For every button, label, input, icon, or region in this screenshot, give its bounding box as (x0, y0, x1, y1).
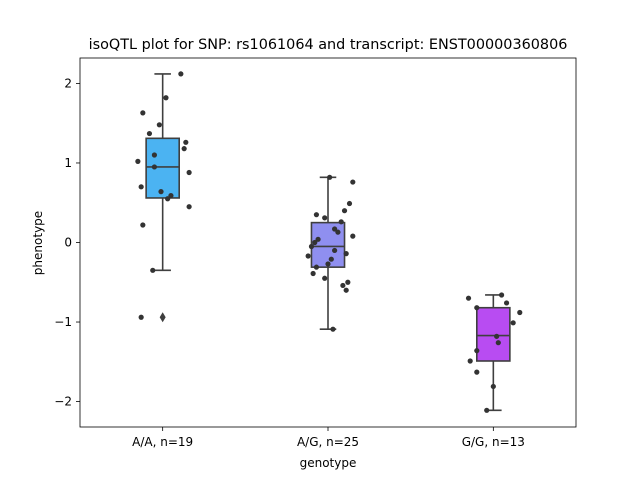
y-tick-label: 0 (64, 236, 72, 250)
data-point (158, 189, 164, 195)
data-point (484, 407, 490, 413)
data-point (322, 275, 328, 281)
x-tick-label: G/G, n=13 (462, 435, 525, 449)
data-point (510, 320, 516, 326)
data-point (140, 110, 146, 116)
data-point (165, 196, 171, 202)
data-point (328, 256, 334, 262)
data-point (341, 208, 348, 214)
y-tick-label: 1 (64, 156, 72, 170)
data-point (495, 340, 501, 346)
box-iqr (145, 137, 180, 199)
data-point (490, 383, 496, 390)
data-point (499, 292, 505, 298)
data-point (467, 358, 473, 364)
data-point (151, 152, 157, 158)
data-point (330, 326, 336, 332)
x-tick-label: A/A, n=19 (132, 435, 193, 449)
data-point (332, 226, 338, 232)
box-group (135, 71, 192, 323)
data-point (156, 122, 162, 128)
data-point (474, 305, 480, 311)
data-point (332, 247, 338, 254)
data-point (186, 169, 192, 176)
box-group (305, 174, 356, 332)
data-point (305, 253, 311, 259)
x-axis-label: genotype (300, 456, 357, 470)
data-point (313, 264, 320, 270)
data-point (315, 236, 321, 242)
outlier-marker (159, 312, 166, 323)
data-point (312, 239, 318, 246)
data-point (465, 295, 472, 301)
x-axis: A/A, n=19 A/G, n=25 G/G, n=13 (132, 427, 525, 449)
data-point (186, 204, 192, 210)
data-point (350, 179, 356, 185)
data-point (183, 139, 189, 145)
data-point (338, 219, 344, 225)
data-point (140, 222, 146, 228)
data-point (308, 243, 315, 250)
y-tick-label: −2 (54, 395, 72, 409)
box-iqr (475, 306, 511, 362)
data-point (343, 287, 349, 293)
data-point (474, 369, 480, 375)
x-tick-label: A/G, n=25 (297, 435, 359, 449)
data-point (327, 174, 333, 180)
data-point (313, 212, 320, 218)
data-point (494, 333, 500, 339)
y-tick-label: 2 (64, 76, 72, 90)
data-point (146, 130, 153, 137)
data-point (322, 215, 328, 221)
data-point (503, 300, 510, 306)
data-point (474, 348, 480, 354)
data-point (181, 146, 187, 152)
data-point (138, 314, 144, 320)
data-point (335, 229, 341, 235)
data-point (517, 309, 523, 316)
data-point (345, 279, 351, 285)
data-point (168, 192, 174, 199)
data-point (340, 282, 346, 289)
data-point (346, 200, 353, 207)
plot-area (135, 71, 523, 413)
data-point (138, 184, 144, 190)
chart-title: isoQTL plot for SNP: rs1061064 and trans… (89, 37, 568, 53)
data-point (163, 95, 169, 101)
data-point (325, 261, 331, 267)
y-axis-label: phenotype (31, 211, 45, 275)
data-point (150, 267, 156, 273)
data-point (310, 270, 316, 277)
y-tick-label: −1 (54, 315, 72, 329)
data-point (135, 158, 141, 164)
box-iqr (310, 221, 346, 268)
box-group (465, 292, 523, 413)
data-point (151, 164, 157, 170)
data-point (178, 71, 184, 77)
data-point (343, 251, 349, 257)
y-axis: 2 1 0 −1 −2 (54, 76, 80, 409)
data-point (350, 233, 356, 239)
